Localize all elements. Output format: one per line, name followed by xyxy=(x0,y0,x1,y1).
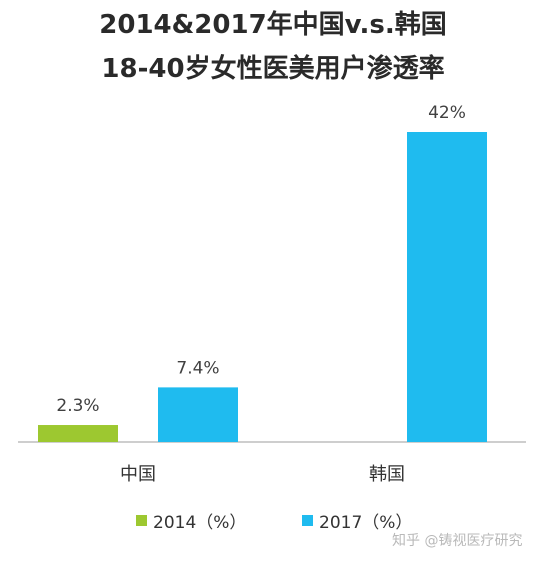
data-label-韩国-2017: 42% xyxy=(428,103,466,123)
bar-中国-2014 xyxy=(38,425,118,442)
legend-swatch-2014 xyxy=(136,515,147,526)
bar-韩国-2017 xyxy=(407,132,487,442)
legend-label-2017: 2017（%） xyxy=(319,513,413,533)
legend-item-2014: 2014（%） xyxy=(136,508,246,533)
legend-swatch-2017 xyxy=(302,515,313,526)
chart-title-line-1: 2014&2017年中国v.s.韩国 xyxy=(99,10,447,40)
category-label-0: 中国 xyxy=(120,464,156,485)
data-label-中国-2014: 2.3% xyxy=(56,396,99,416)
bar-中国-2017 xyxy=(158,387,238,442)
data-label-中国-2017: 7.4% xyxy=(176,358,219,378)
watermark: 知乎 @铸视医疗研究 xyxy=(392,533,523,549)
category-label-1: 韩国 xyxy=(369,464,405,485)
legend-label-2014: 2014（%） xyxy=(153,513,247,533)
chart-title-line-2: 18-40岁女性医美用户渗透率 xyxy=(101,54,445,84)
legend-item-2017: 2017（%） xyxy=(302,508,412,533)
chart-legend: 2014（%） 2017（%） xyxy=(0,508,546,538)
